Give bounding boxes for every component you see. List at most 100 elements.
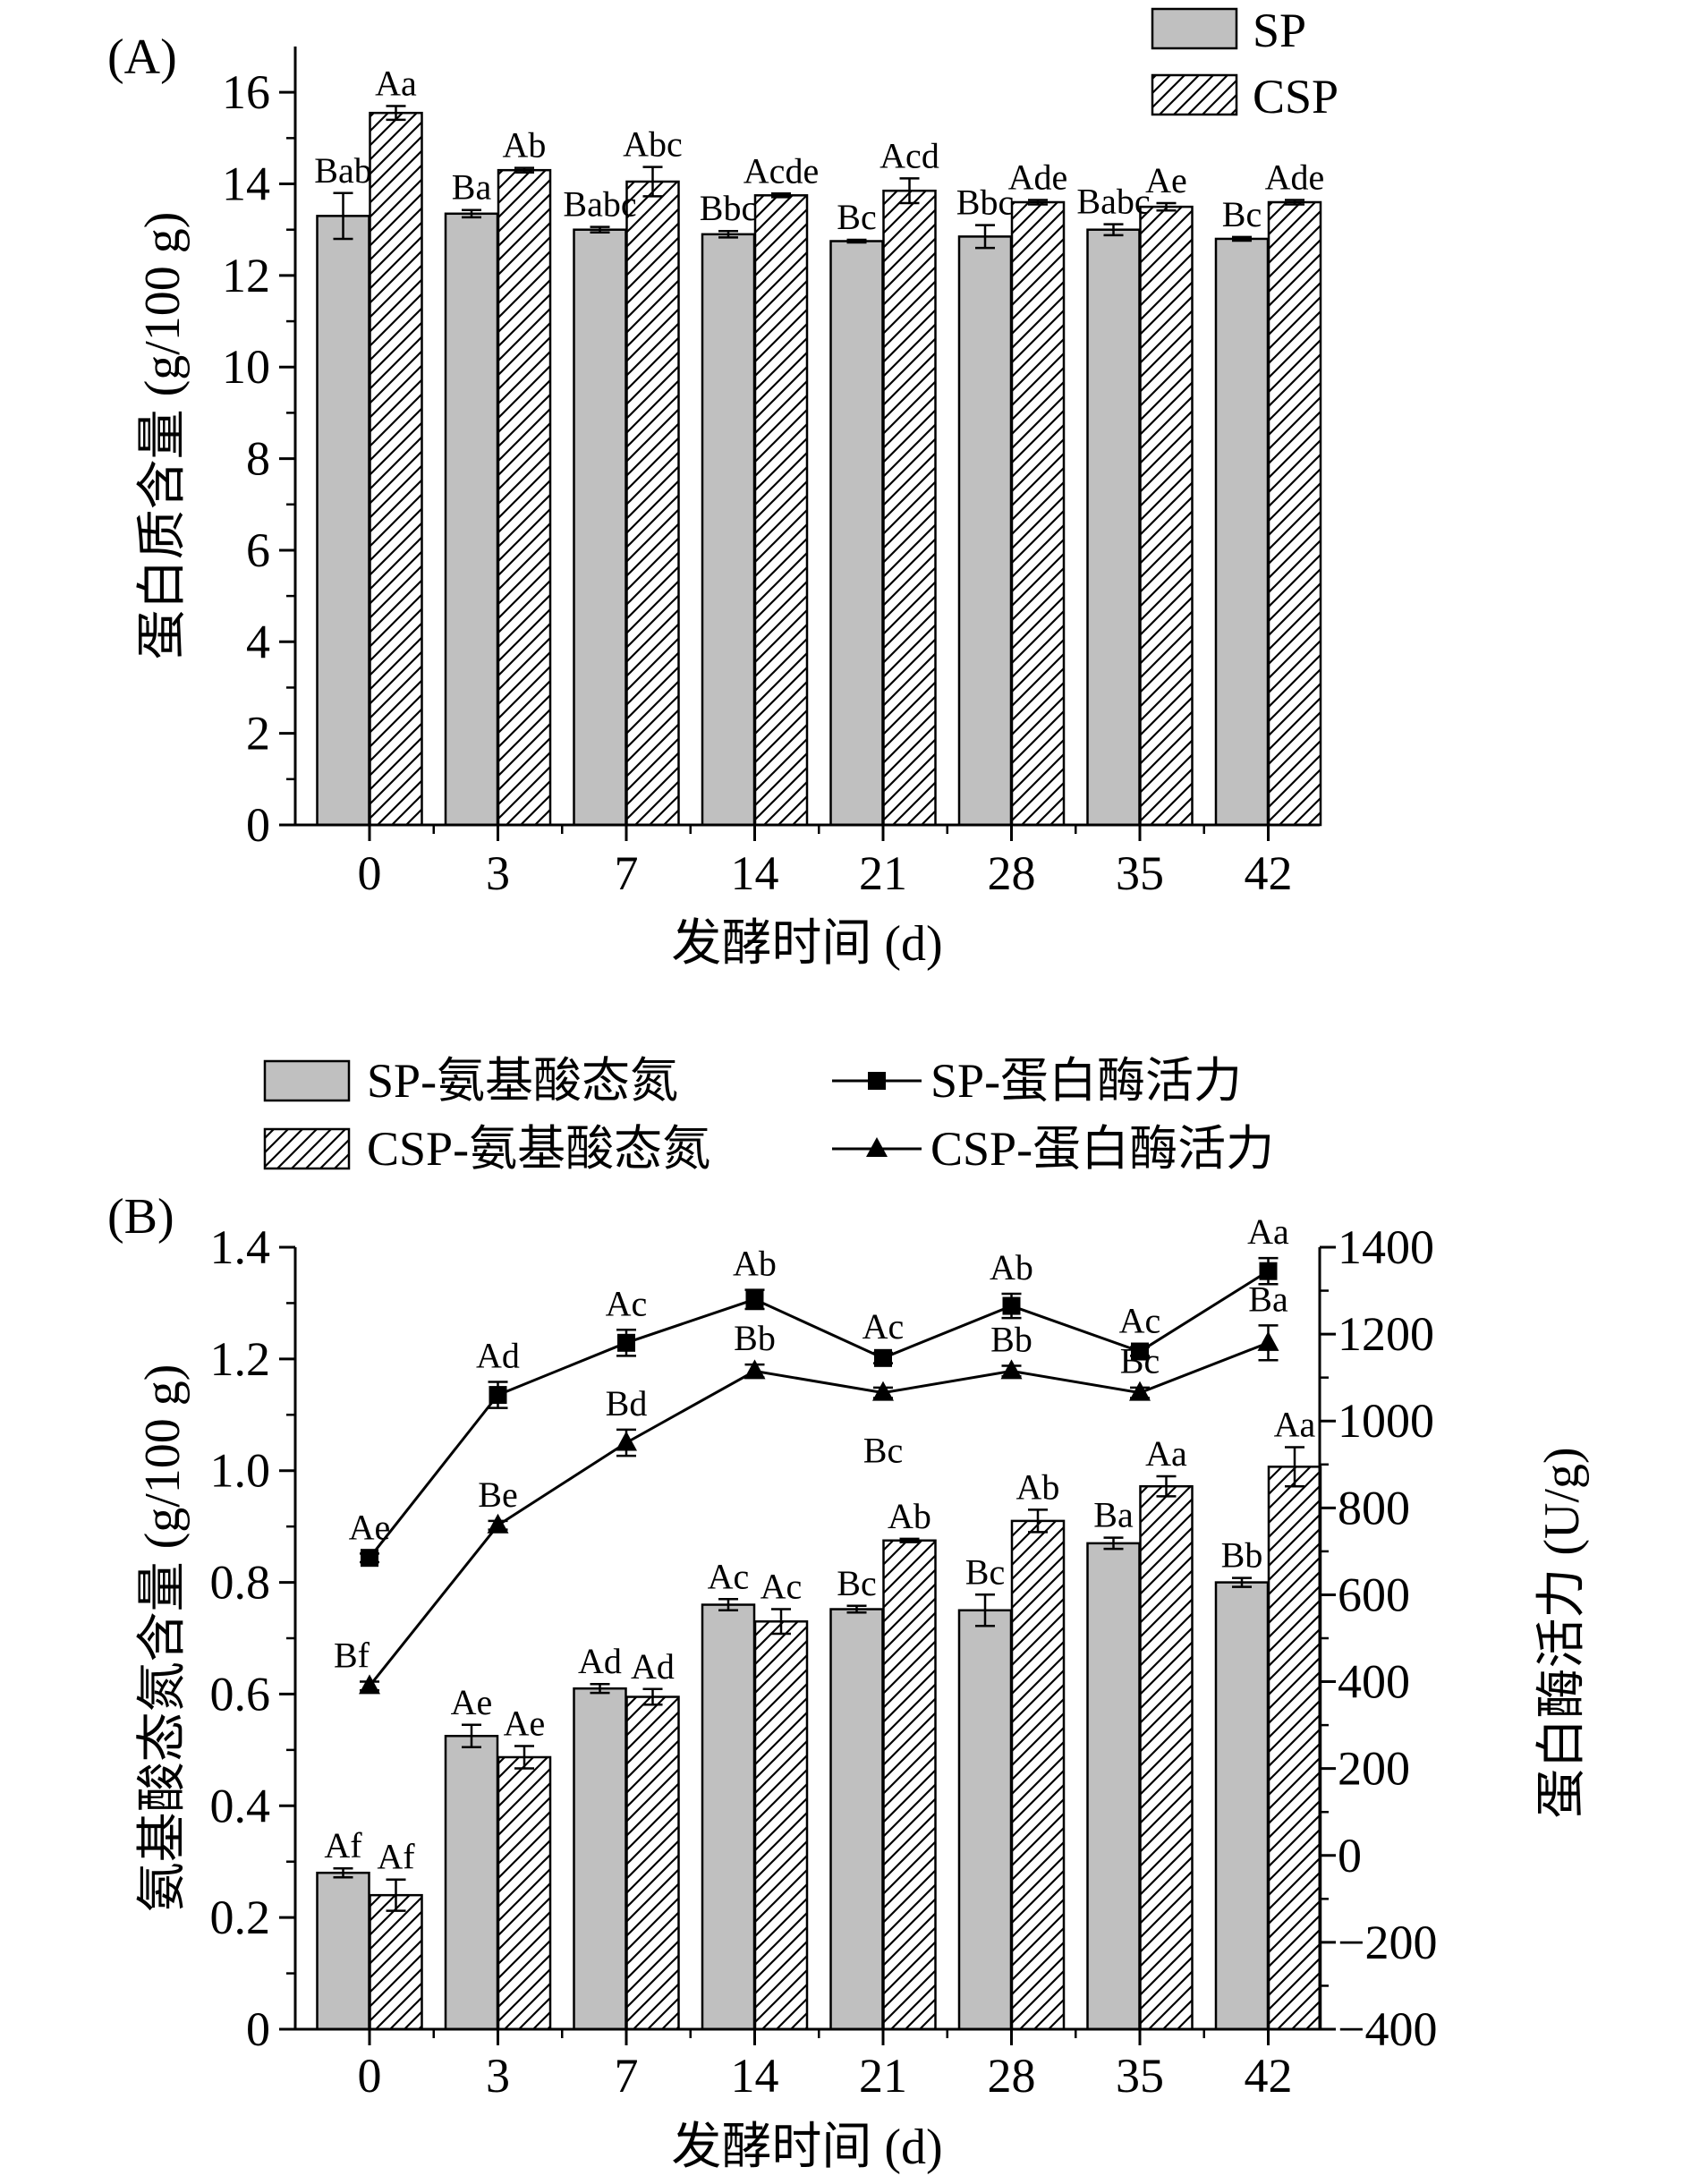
legend-label-csp: CSP — [1253, 70, 1338, 123]
panel-b-line-significance-label: Ab — [990, 1247, 1033, 1287]
panel-a-bar-csp — [1267, 200, 1322, 827]
panel-a-significance-label: Ab — [503, 125, 547, 166]
panel-b-y2-tick-label: 0 — [1338, 1829, 1362, 1882]
panel-a-y-tick-label: 6 — [246, 523, 270, 577]
panel-a-significance-label: Aa — [375, 64, 417, 104]
panel-a-error-bars — [333, 105, 1304, 250]
panel-b-bar-csp — [882, 1539, 937, 2031]
panel-b-x-tick-label: 21 — [859, 2049, 907, 2103]
panel-b-y2-tick-label: 1400 — [1338, 1220, 1434, 1274]
panel-a-error-bar — [1156, 201, 1177, 212]
panel-b-line-significance-label: Aa — [1247, 1211, 1289, 1252]
panel-b-x-axis-label: 发酵时间 (d) — [671, 2120, 942, 2175]
panel-b-y-tick-label: 0.6 — [210, 1667, 271, 1721]
panel-b-bar-error-bar — [514, 1745, 534, 1770]
legend-swatch-sp — [1151, 7, 1238, 50]
panel-a-significance-labels: Bab Ba Babc Bbc Bc Bbc Babc Bc Aa Ab Abc Acde Acd Ade… — [314, 64, 1324, 237]
panel-a-y-ticks: 0 2 4 6 8 10 12 14 16 — [222, 65, 295, 852]
panel-b-bar-significance-label: Ad — [631, 1646, 675, 1687]
panel-a-significance-label: Abc — [623, 124, 683, 165]
panel-b-y2-tick-label: 200 — [1338, 1742, 1410, 1796]
panel-a-significance-label: Acd — [879, 135, 939, 175]
panel-a-x-tick-label: 21 — [859, 846, 907, 900]
sp-protease-point — [617, 1333, 635, 1352]
panel-b-y2-tick-label: 1000 — [1338, 1394, 1434, 1448]
panel-b-x-tick-label: 42 — [1245, 2049, 1293, 2103]
panel-a-x-tick-label: 35 — [1116, 846, 1164, 900]
panel-b-bars — [316, 1466, 1322, 2031]
panel-b-bar-significance-label: Af — [324, 1825, 362, 1865]
panel-b-y2-tick-label: 400 — [1338, 1655, 1410, 1709]
csp-protease-point — [1257, 1330, 1279, 1351]
panel-a-significance-label: Babc — [563, 184, 636, 225]
panel-a-significance-label: Bbc — [956, 183, 1014, 223]
panel-b-bar-significance-label: Ad — [578, 1641, 622, 1681]
panel-b-line-significance-label: Bd — [606, 1383, 648, 1423]
panel-b-bar-csp — [369, 1893, 423, 2031]
panel-b-bar-csp — [753, 1620, 809, 2031]
panel-a-bar-csp — [882, 189, 937, 827]
panel-a-bar-csp — [625, 180, 680, 827]
sp-protease-point — [745, 1290, 764, 1309]
panel-a-bar-sp — [701, 233, 756, 827]
csp-protease-point — [744, 1359, 766, 1380]
panel-b-x-tick-label: 0 — [358, 2049, 382, 2103]
panel-a-error-bar — [771, 192, 791, 199]
panel-b-y2-tick-label: −200 — [1338, 1916, 1437, 1969]
panel-b-bar-csp — [1010, 1519, 1066, 2031]
panel-a-bar-sp — [957, 235, 1013, 827]
panel-a-bar-sp — [1214, 237, 1270, 827]
panel-b-bar-error-bar — [1103, 1536, 1124, 1551]
panel-b-bar-error-bar — [590, 1682, 610, 1695]
panel-b-y-tick-label: 0.8 — [210, 1556, 271, 1610]
panel-b-bar-sp — [1214, 1581, 1270, 2031]
panel-a-x-tick-label: 28 — [988, 846, 1036, 900]
panel-a-error-bar — [1028, 199, 1048, 206]
panel-b-y2-tick-label: 600 — [1338, 1568, 1410, 1621]
panel-a-bar-sp — [1086, 228, 1141, 827]
panel-b-y-tick-label: 0 — [246, 2002, 270, 2056]
panel-a-x-tick-label: 0 — [358, 846, 382, 900]
panel-a-error-bar — [514, 166, 534, 174]
panel-a-bar-sp — [829, 240, 884, 827]
panel-b-bar-csp — [1139, 1484, 1194, 2031]
panel-b-line-significance-label: Ac — [862, 1306, 905, 1347]
panel-b-line-significance-label: Ac — [1119, 1301, 1161, 1341]
legend-label-sp: SP — [1253, 4, 1306, 57]
panel-b-bar-error-bar — [1285, 1446, 1304, 1488]
panel-a-y-tick-label: 4 — [246, 615, 270, 668]
panel-b-protease-lines — [359, 1256, 1279, 1695]
csp-protease-point — [487, 1513, 509, 1534]
panel-b-x-tick-label: 7 — [615, 2049, 639, 2103]
panel-b-bar-significance-label: Aa — [1145, 1433, 1187, 1474]
panel-a-error-bar — [718, 229, 738, 239]
sp-protease-point — [489, 1386, 507, 1405]
panel-b-bar-error-bar — [386, 1878, 406, 1912]
panel-b-y-axis-label: 氨基酸态氮含量 (g/100 g) — [135, 1364, 191, 1913]
panel-a-bar-csp — [497, 168, 552, 827]
legend-label-sp-amino-nitrogen: SP-氨基酸态氮 — [367, 1054, 678, 1108]
panel-b-bar-error-bar — [642, 1687, 663, 1706]
panel-b-y2-tick-label: −400 — [1338, 2002, 1437, 2056]
panel-a-error-bar — [1103, 223, 1124, 237]
panel-a-bar-csp — [369, 111, 423, 827]
sp-protease-point — [1002, 1296, 1021, 1315]
panel-a-error-bar — [975, 224, 995, 250]
panel-a-legend: SP CSP — [1151, 4, 1338, 123]
panel-b-x-tick-label: 3 — [486, 2049, 510, 2103]
legend-label-csp-amino-nitrogen: CSP-氨基酸态氮 — [367, 1122, 710, 1176]
panel-b-bar-error-bar — [846, 1604, 867, 1614]
panel-a-chart: (A) Bab Ba Babc Bbc Bc Bbc Babc Bc Aa Ab Abc Acde Ac… — [107, 4, 1338, 972]
sp-protease-point — [1131, 1342, 1149, 1361]
panel-a-error-bar — [386, 105, 406, 122]
panel-a-bar-sp — [444, 212, 499, 827]
panel-a-x-tick-label: 14 — [731, 846, 779, 900]
panel-b-bar-error-bar — [462, 1723, 481, 1748]
panel-b-bar-significance-label: Bb — [1221, 1535, 1263, 1576]
panel-a-significance-label: Bbc — [700, 188, 757, 228]
legend-marker-triangle — [866, 1137, 888, 1157]
panel-a-y-tick-label: 2 — [246, 707, 270, 761]
csp-protease-point — [872, 1381, 894, 1401]
panel-b-bar-significance-label: Ab — [888, 1496, 931, 1536]
panel-b-bar-error-bars — [333, 1446, 1304, 1912]
